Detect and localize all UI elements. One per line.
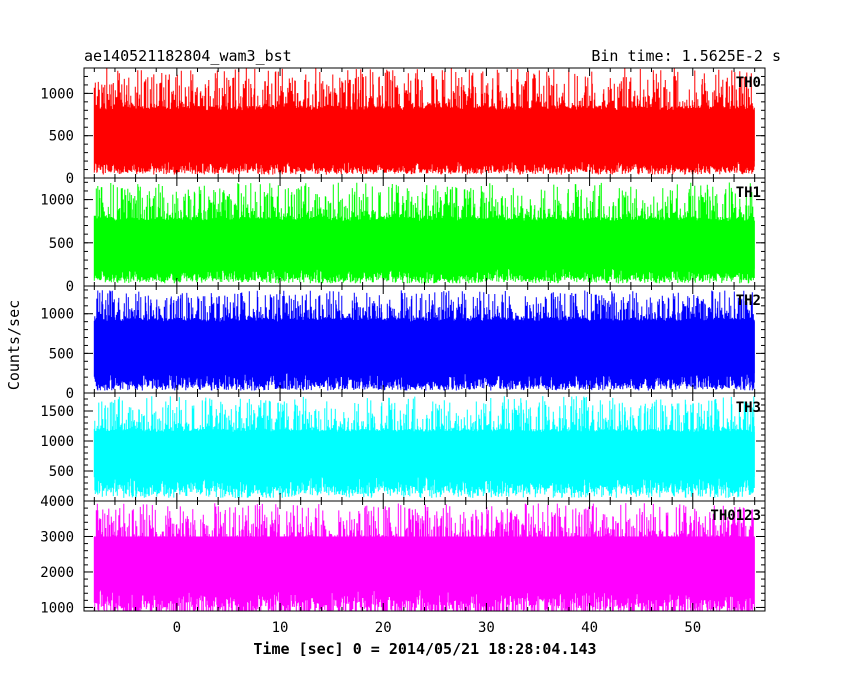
- y-tick-label: 500: [49, 464, 74, 480]
- x-tick-label: 20: [375, 620, 392, 636]
- y-tick-label: 500: [49, 346, 74, 362]
- panel-th1: 0 500 1000 TH1: [40, 177, 766, 295]
- series-core-th2: [94, 321, 755, 374]
- panel-label: TH2: [736, 293, 761, 309]
- panel-label: TH3: [736, 400, 761, 416]
- x-tick-label: 10: [272, 620, 289, 636]
- series-core-th3: [94, 432, 755, 477]
- y-tick-label: 1000: [40, 86, 74, 102]
- y-tick-label: 1500: [40, 404, 74, 420]
- bin-time-label: Bin time: 1.5625E-2 s: [591, 47, 781, 65]
- x-tick-label: 0: [173, 620, 181, 636]
- x-tick-label: 30: [478, 620, 495, 636]
- series-core-th0: [94, 110, 755, 162]
- series-core-th1: [94, 221, 755, 269]
- panel-th2: 0 500 1000 TH2: [40, 285, 766, 402]
- y-tick-label: 1000: [40, 193, 74, 209]
- panel-th0123: 1000 2000 3000 4000 TH0123 0 10 20 30 40 50: [40, 494, 766, 636]
- y-tick-label: 4000: [40, 494, 74, 510]
- y-axis-label: Counts/sec: [5, 300, 23, 390]
- x-tick-label: 40: [581, 620, 598, 636]
- y-tick-label: 500: [49, 129, 74, 145]
- y-tick-label: 0: [66, 279, 74, 295]
- panel-th0: 0 500 1000 TH0: [40, 67, 766, 187]
- y-tick-label: 2000: [40, 565, 74, 581]
- chart-title: ae140521182804_wam3_bst: [84, 47, 292, 65]
- series-core-th0123: [94, 536, 755, 590]
- y-tick-label: 3000: [40, 529, 74, 545]
- y-tick-label: 1000: [40, 434, 74, 450]
- panel-label: TH0: [736, 75, 761, 91]
- x-axis-label: Time [sec] 0 = 2014/05/21 18:28:04.143: [253, 640, 596, 658]
- panel-label: TH0123: [710, 508, 761, 524]
- x-tick-label: 50: [684, 620, 701, 636]
- y-tick-label: 0: [66, 386, 74, 402]
- y-tick-label: 1000: [40, 307, 74, 323]
- panel-label: TH1: [736, 185, 761, 201]
- y-tick-label: 0: [66, 171, 74, 187]
- y-tick-label: 1000: [40, 600, 74, 616]
- panel-th3: 500 1000 1500 TH3: [40, 392, 766, 502]
- y-tick-label: 500: [49, 236, 74, 252]
